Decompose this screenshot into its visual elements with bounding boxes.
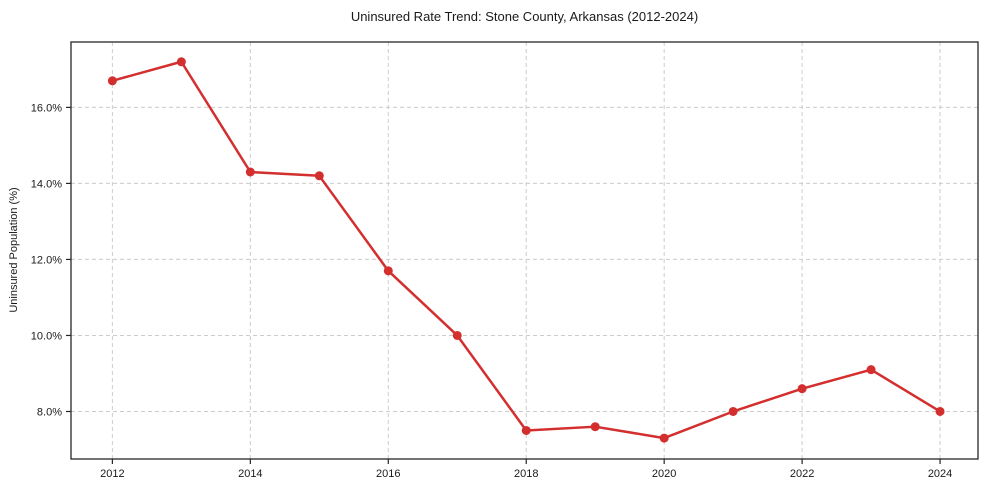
data-point — [314, 171, 324, 181]
data-point — [797, 384, 807, 394]
data-point — [383, 266, 393, 276]
y-tick-label: 14.0% — [31, 178, 62, 190]
x-tick-label: 2024 — [928, 468, 952, 480]
data-point — [590, 422, 600, 432]
plot-frame — [70, 41, 979, 460]
x-tick-label: 2018 — [514, 468, 538, 480]
data-point — [935, 406, 945, 416]
chart-title: Uninsured Rate Trend: Stone County, Arka… — [350, 9, 699, 24]
y-tick-label: 12.0% — [31, 254, 62, 266]
y-tick-label: 16.0% — [31, 102, 62, 114]
data-point — [107, 76, 117, 86]
data-point — [659, 433, 669, 443]
x-tick-label: 2012 — [100, 468, 124, 480]
x-tick-label: 2016 — [376, 468, 400, 480]
data-point — [176, 57, 186, 67]
data-point — [866, 365, 876, 375]
data-point — [521, 425, 531, 435]
data-point — [728, 406, 738, 416]
x-tick-label: 2022 — [790, 468, 814, 480]
x-tick-label: 2014 — [238, 468, 262, 480]
y-tick-label: 8.0% — [37, 406, 62, 418]
y-tick-label: 10.0% — [31, 330, 62, 342]
data-point — [452, 330, 462, 340]
data-point — [245, 167, 255, 177]
x-tick-label: 2020 — [652, 468, 676, 480]
